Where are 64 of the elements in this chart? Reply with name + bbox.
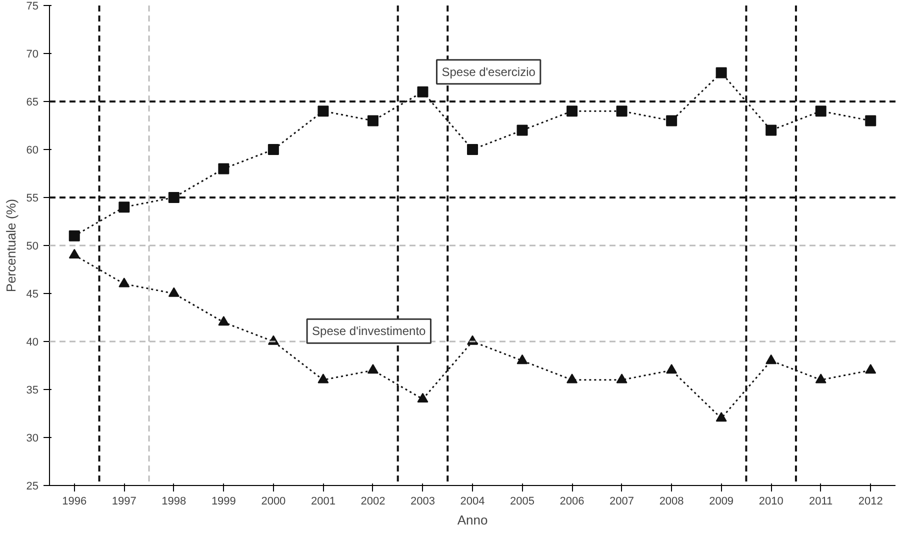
x-tick-label: 2005 [510, 496, 535, 508]
x-tick-label: 2006 [560, 496, 584, 508]
point [268, 144, 279, 155]
y-tick-label: 25 [26, 480, 39, 492]
point [815, 374, 826, 384]
point [815, 106, 826, 117]
text: Spese d'investimento [312, 324, 426, 338]
point [766, 124, 777, 136]
point [218, 316, 230, 326]
point [716, 67, 727, 78]
x-tick-label: 2000 [261, 496, 286, 508]
x-axis-title: Anno [457, 512, 488, 528]
point [516, 124, 528, 136]
point [666, 364, 678, 374]
y-tick-label: 75 [26, 0, 39, 12]
point [467, 144, 478, 155]
x-tick-label: 1998 [162, 496, 186, 508]
y-tick-label: 45 [26, 288, 39, 300]
point [318, 106, 329, 117]
point [616, 106, 628, 117]
series-label: Spese d'esercizio [442, 64, 536, 79]
x-tick-label: 2008 [659, 496, 684, 508]
y-tick-label: 60 [26, 144, 39, 156]
y-tick-label: 55 [26, 192, 39, 204]
x-tick-label: 2011 [809, 496, 833, 508]
y-tick-label: 40 [26, 336, 39, 348]
point [318, 374, 329, 384]
point [716, 412, 727, 422]
point [218, 163, 230, 174]
point [417, 86, 428, 98]
point [118, 278, 130, 288]
point [168, 287, 180, 297]
x-tick-label: 2010 [758, 496, 784, 508]
point [566, 374, 578, 384]
y-axis-title: Percentuale (%) [3, 198, 18, 292]
x-tick-label: 2012 [858, 496, 883, 508]
y-tick-label: 35 [26, 384, 39, 396]
y-tick-label: 50 [26, 240, 39, 252]
point [68, 248, 80, 258]
point [168, 192, 180, 203]
point [118, 202, 130, 213]
point [516, 354, 528, 364]
x-tick-label: 1997 [112, 496, 136, 508]
x-tick-label: 2001 [310, 496, 336, 508]
x-tick-label: 1996 [62, 496, 87, 508]
y-tick-label: 65 [26, 96, 39, 108]
x-tick-label: 2003 [410, 496, 435, 508]
point [68, 230, 80, 242]
point [367, 115, 378, 126]
point [367, 364, 378, 374]
x-tick-label: 2002 [360, 496, 386, 508]
point [417, 392, 428, 402]
y-tick-label: 30 [26, 432, 39, 444]
x-tick-label: 2007 [610, 496, 634, 508]
point [865, 364, 876, 374]
x-tick-label: 2009 [709, 496, 734, 508]
point [566, 106, 578, 117]
point [766, 354, 777, 364]
y-tick-label: 70 [26, 48, 39, 60]
point [865, 115, 876, 126]
x-tick-label: 1999 [211, 496, 236, 508]
point [666, 115, 678, 126]
point [616, 374, 628, 384]
x-tick-label: 2004 [460, 496, 485, 508]
